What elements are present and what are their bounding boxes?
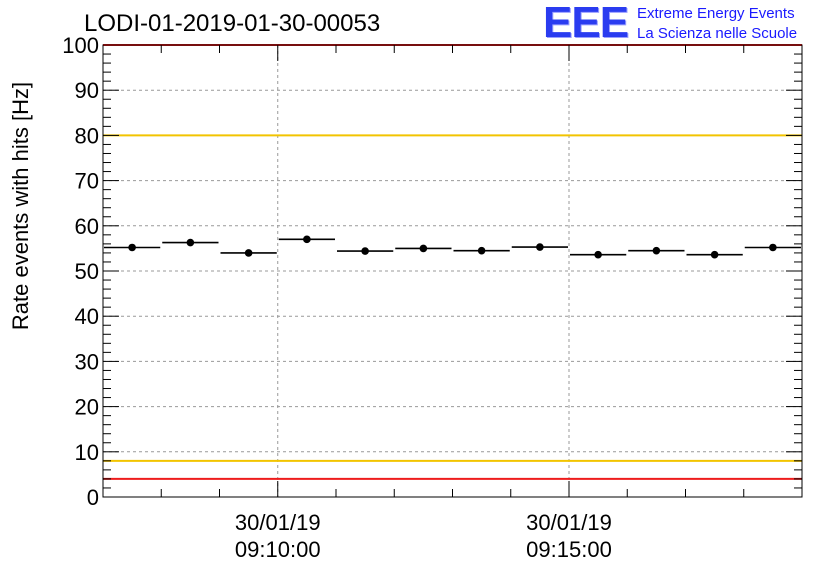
y-tick-label: 100 [62, 33, 99, 58]
data-point [186, 238, 195, 247]
y-tick-label: 60 [75, 214, 99, 239]
y-tick-label: 20 [75, 395, 99, 420]
x-tick-time: 09:10:00 [235, 537, 321, 562]
y-tick-label: 0 [87, 485, 99, 510]
reference-lines [103, 44, 802, 480]
data-point [536, 243, 544, 251]
data-point [769, 243, 777, 252]
data-point [477, 246, 486, 255]
y-tick-label: 50 [75, 259, 99, 284]
data-point [710, 250, 719, 259]
y-axis-label: Rate events with hits [Hz] [8, 82, 33, 330]
logo-caption: Extreme Energy Events La Scienza nelle S… [637, 4, 797, 44]
data-point [594, 250, 602, 259]
x-tick-time: 09:15:00 [526, 537, 612, 562]
x-tick-date: 30/01/19 [526, 510, 612, 535]
y-tick-label: 40 [75, 304, 99, 329]
logo-caption-line2: La Scienza nelle Scuole [637, 25, 798, 42]
data-point [361, 247, 369, 255]
chart-title: LODI-01-2019-01-30-00053 [84, 10, 381, 37]
tick-labels: 010203040506070809010030/01/1909:10:0030… [62, 33, 612, 562]
axis-ticks [102, 44, 803, 498]
y-tick-label: 70 [75, 169, 99, 194]
y-tick-label: 90 [75, 78, 99, 103]
y-tick-label: 80 [75, 123, 99, 148]
eee-logo: EEE [543, 0, 629, 47]
data-point [244, 249, 253, 257]
x-tick-date: 30/01/19 [235, 510, 321, 535]
data-points [104, 235, 801, 259]
data-point [419, 244, 428, 253]
logo-caption-line1: Extreme Energy Events [637, 5, 795, 22]
y-tick-label: 30 [75, 349, 99, 374]
data-point [128, 243, 136, 252]
y-tick-label: 10 [75, 440, 99, 465]
data-point [303, 235, 311, 244]
data-point [652, 246, 661, 255]
grid-lines [103, 45, 802, 497]
